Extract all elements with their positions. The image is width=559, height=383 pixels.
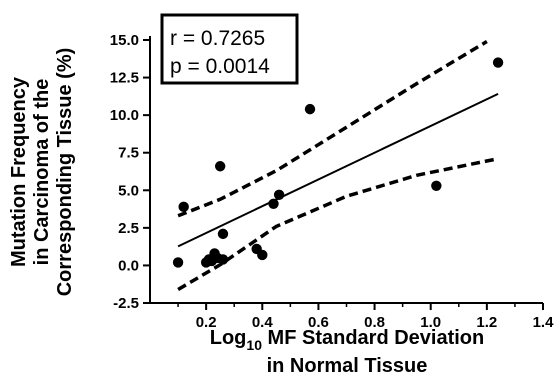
x-tick-label: 0.6 (308, 314, 329, 331)
x-axis-title-line-2: in Normal Tissue (267, 355, 428, 377)
y-tick-label: 5.0 (118, 182, 139, 199)
x-axis-title-rest: MF Standard Deviation (262, 327, 484, 349)
data-point (431, 180, 442, 191)
y-tick-label: 0.0 (118, 257, 139, 274)
data-point (178, 201, 189, 213)
y-tick-label: 2.5 (118, 220, 139, 237)
y-axis-title-line-3: Corresponding Tissue (%) (54, 48, 76, 297)
y-tick-label: 10.0 (110, 107, 139, 124)
data-point (268, 198, 279, 210)
x-tick-label: 1.2 (476, 314, 497, 331)
data-point (257, 249, 268, 261)
data-point (214, 161, 226, 172)
data-point (492, 57, 504, 68)
regression-line (177, 92, 499, 248)
data-point (172, 257, 184, 268)
x-tick-label: 1.0 (420, 314, 441, 331)
confidence-band-lower (177, 156, 499, 292)
x-tick-label: 1.4 (533, 314, 555, 331)
y-tick-label: 7.5 (118, 145, 139, 162)
x-tick-label: 0.8 (364, 314, 385, 331)
x-axis-title-line-1: Log10 MF Standard Deviation (210, 327, 484, 353)
x-tick-label: 0.2 (196, 314, 217, 331)
y-axis-title-line-2: in Carcinoma of the (31, 79, 53, 266)
x-tick-label: 0.4 (252, 314, 274, 331)
axes: -2.5 0.0 2.5 5.0 7.5 10.0 12.5 15.0 0.2 0.4 0.6 0.8… (110, 32, 554, 331)
data-point (273, 189, 285, 200)
confidence-band-upper (177, 39, 488, 218)
data-point (304, 103, 316, 115)
p-value-label: p = 0.0014 (170, 55, 270, 78)
x-axis-title-log: Log (210, 327, 247, 349)
data-point (217, 228, 229, 240)
y-tick-label: -2.5 (113, 295, 139, 312)
data-point (217, 254, 229, 265)
x-axis-title-subscript: 10 (246, 337, 262, 353)
y-tick-label: 12.5 (110, 70, 139, 87)
y-tick-label: 15.0 (110, 32, 139, 49)
r-value-label: r = 0.7265 (170, 27, 265, 50)
plot-area (172, 39, 504, 292)
y-axis-title: Mutation Frequency in Carcinoma of the C… (8, 48, 76, 297)
stats-box (160, 13, 299, 85)
y-axis-title-line-1: Mutation Frequency (8, 76, 30, 267)
